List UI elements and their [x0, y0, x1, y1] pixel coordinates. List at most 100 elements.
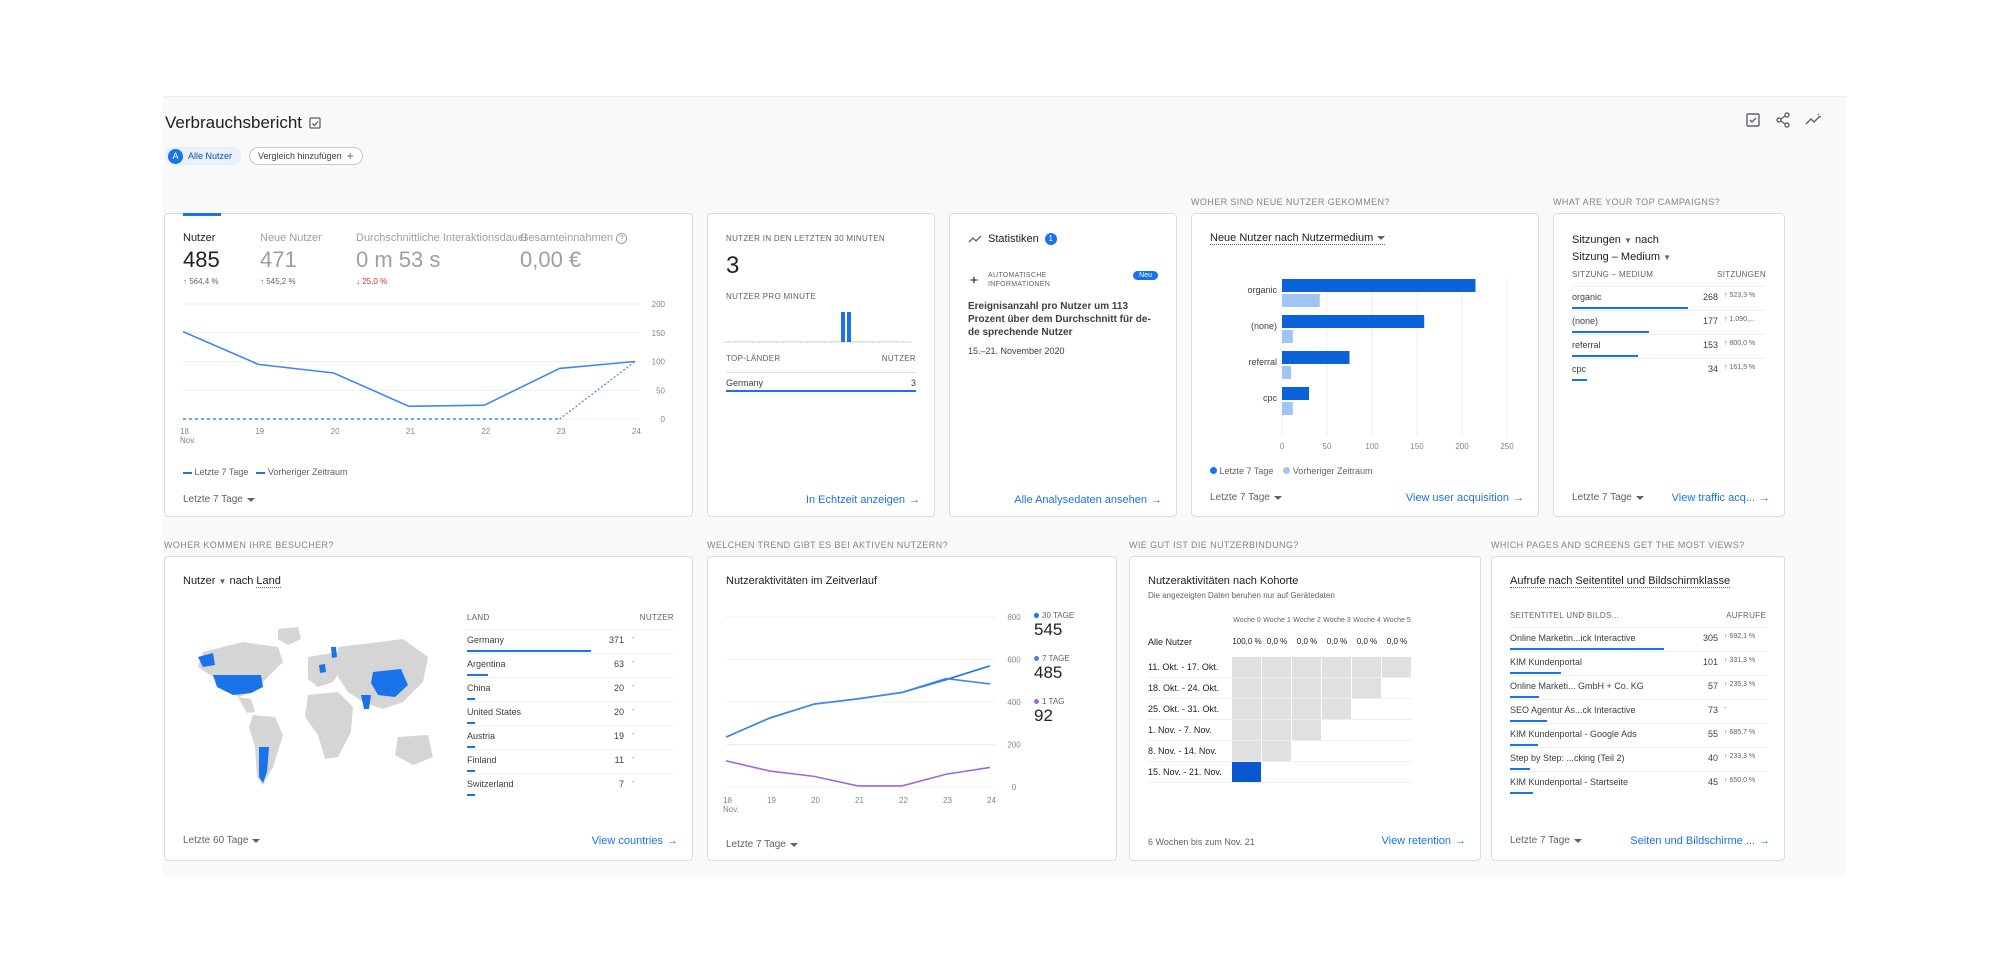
acquisition-link[interactable]: View user acquisition → — [1406, 492, 1524, 504]
realtime-country-row[interactable]: Germany 3 — [726, 372, 916, 392]
acquisition-link-label: View user acquisition — [1405, 492, 1509, 504]
campaigns-link-label: View traffic acq... — [1671, 492, 1755, 504]
cohort-cell[interactable] — [1232, 762, 1261, 782]
cohort-cell[interactable] — [1262, 657, 1291, 677]
cohort-cell[interactable] — [1352, 678, 1381, 698]
acquisition-legend: Letzte 7 Tage Vorheriger Zeitraum — [1210, 466, 1372, 476]
avatar: A — [168, 148, 183, 164]
table-row[interactable]: cpc 34 ↑ 161,5 % — [1572, 358, 1766, 382]
bar-previous[interactable] — [1282, 402, 1293, 415]
metric-dropdown[interactable]: Nutzer — [183, 575, 216, 587]
bar-current[interactable] — [1282, 315, 1425, 328]
table-row[interactable]: Switzerland 7 - — [467, 773, 674, 797]
metric-engagement-time[interactable]: Durchschnittliche Interaktionsdauer 0 m … — [356, 232, 536, 286]
table-row[interactable]: (none) 177 ↑ 1.090,... — [1572, 310, 1766, 334]
table-row[interactable]: referral 153 ↑ 800,0 % — [1572, 334, 1766, 358]
table-row[interactable]: United States 20 - — [467, 701, 674, 725]
table-row[interactable]: Austria 19 - — [467, 725, 674, 749]
cohort-cell[interactable] — [1232, 720, 1261, 740]
cohort-cell[interactable] — [1262, 741, 1291, 761]
all-users-chip[interactable]: A Alle Nutzer — [165, 147, 242, 165]
bar-previous[interactable] — [1282, 366, 1291, 379]
table-row[interactable]: Online Marketi... GmbH + Co. KG 57 ↑ 235,3… — [1510, 675, 1766, 699]
bar-previous[interactable] — [1282, 294, 1320, 307]
row-delta: ↑ 685,7 % — [1724, 729, 1756, 736]
table-row[interactable]: Online Marketin...ick Interactive 305 ↑ 69… — [1510, 627, 1766, 651]
cohort-row-divider — [1148, 677, 1412, 678]
table-row[interactable]: KIM Kundenportal - Google Ads 55 ↑ 685,7 % — [1510, 723, 1766, 747]
insights-link[interactable]: Alle Analysedaten ansehen → — [1014, 494, 1162, 506]
row-value: 371 — [608, 635, 624, 645]
minute-bar — [727, 341, 731, 342]
cohort-cell[interactable] — [1292, 678, 1321, 698]
metric-dropdown[interactable]: Sitzungen — [1572, 234, 1621, 246]
date-range-dropdown[interactable]: Letzte 60 Tage — [183, 835, 261, 846]
share-icon[interactable] — [1774, 111, 1792, 129]
countries-dim-selector[interactable]: Nutzer ▼ nach Land — [183, 575, 281, 588]
row-delta: ↑ 800,0 % — [1724, 340, 1756, 347]
table-row[interactable]: Germany 371 - — [467, 629, 674, 653]
cohort-cell[interactable] — [1292, 720, 1321, 740]
retention-link[interactable]: View retention → — [1381, 835, 1466, 847]
cohort-row-divider — [1148, 719, 1412, 720]
overview-card: Nutzer 485 ↑ 564,4 % Neue Nutzer 471 ↑ 5… — [164, 213, 693, 517]
cohort-cell[interactable] — [1262, 678, 1291, 698]
pages-title[interactable]: Aufrufe nach Seitentitel und Bildschirmk… — [1510, 575, 1731, 588]
world-map[interactable] — [183, 617, 443, 807]
customize-report-icon[interactable] — [1744, 111, 1762, 129]
cohort-cell[interactable] — [1232, 657, 1261, 677]
metric-value: 0,00 € — [520, 247, 582, 272]
metric-new-users[interactable]: Neue Nutzer 471 ↑ 545,2 % — [260, 232, 322, 286]
cohort-cell[interactable] — [1232, 741, 1261, 761]
cohort-cell[interactable] — [1292, 657, 1321, 677]
table-row[interactable]: Step by Step: ...cking (Teil 2) 40 ↑ 233,3… — [1510, 747, 1766, 771]
cohort-cell[interactable] — [1322, 678, 1351, 698]
campaigns-link[interactable]: View traffic acq... → — [1672, 492, 1770, 504]
date-range-dropdown[interactable]: Letzte 7 Tage — [1572, 492, 1644, 503]
insight-text[interactable]: Ereignisanzahl pro Nutzer um 113 Prozent… — [968, 301, 1151, 338]
date-range-dropdown[interactable]: Letzte 7 Tage — [726, 839, 798, 850]
help-icon[interactable]: ? — [616, 233, 628, 244]
realtime-link[interactable]: In Echtzeit anzeigen → — [806, 494, 920, 506]
cohort-week-header: Woche 5 — [1383, 617, 1411, 624]
table-row[interactable]: Finland 11 - — [467, 749, 674, 773]
cohort-cell[interactable] — [1322, 699, 1351, 719]
date-range-dropdown[interactable]: Letzte 7 Tage — [1510, 835, 1582, 846]
edit-report-icon[interactable] — [308, 116, 322, 130]
cohort-cell[interactable] — [1352, 657, 1381, 677]
map-germany — [319, 664, 326, 673]
cohort-cell[interactable] — [1262, 720, 1291, 740]
cohort-cell[interactable] — [1292, 699, 1321, 719]
table-row[interactable]: KIM Kundenportal 101 ↑ 331,3 % — [1510, 651, 1766, 675]
insights-header: Statistiken 1 — [968, 232, 1057, 246]
cohort-cell[interactable] — [1232, 699, 1261, 719]
date-range-dropdown[interactable]: Letzte 7 Tage — [183, 494, 255, 505]
dimension-dropdown[interactable]: Land — [256, 575, 281, 588]
table-row[interactable]: KIM Kundenportal - Startseite 45 ↑ 650,0 % — [1510, 771, 1766, 795]
add-comparison-button[interactable]: Vergleich hinzufügen + — [249, 147, 363, 165]
campaigns-dim-selector[interactable]: Sitzungen ▼ nach Sitzung – Medium ▼ — [1572, 234, 1672, 263]
table-row[interactable]: China 20 - — [467, 677, 674, 701]
table-row[interactable]: organic 268 ↑ 523,3 % — [1572, 286, 1766, 310]
table-row[interactable]: SEO Agentur As...ck Interactive 73- — [1510, 699, 1766, 723]
metric-users[interactable]: Nutzer 485 ↑ 564,4 % — [183, 232, 220, 286]
table-row[interactable]: Argentina 63 - — [467, 653, 674, 677]
dimension-dropdown[interactable]: Sitzung – Medium — [1572, 251, 1661, 263]
all-users-value: 0,0 % — [1296, 637, 1318, 646]
pages-link[interactable]: Seiten und Bildschirme ... → — [1630, 835, 1770, 847]
acquisition-dropdown[interactable]: Neue Nutzer nach Nutzermedium — [1210, 232, 1386, 245]
cohort-cell[interactable] — [1232, 678, 1261, 698]
page-title: Verbrauchsbericht — [165, 113, 322, 133]
metric-revenue[interactable]: Gesamteinnahmen ? 0,00 € — [520, 232, 628, 273]
cohort-cell[interactable] — [1322, 657, 1351, 677]
bar-current[interactable] — [1282, 351, 1350, 364]
cohort-cell[interactable] — [1262, 699, 1291, 719]
arrow-right-icon: → — [667, 835, 678, 847]
bar-current[interactable] — [1282, 279, 1476, 292]
insights-icon[interactable] — [1804, 111, 1822, 129]
date-range-dropdown[interactable]: Letzte 7 Tage — [1210, 492, 1282, 503]
cohort-cell[interactable] — [1382, 657, 1411, 677]
bar-previous[interactable] — [1282, 330, 1293, 343]
countries-link[interactable]: View countries → — [592, 835, 678, 847]
bar-current[interactable] — [1282, 387, 1309, 400]
